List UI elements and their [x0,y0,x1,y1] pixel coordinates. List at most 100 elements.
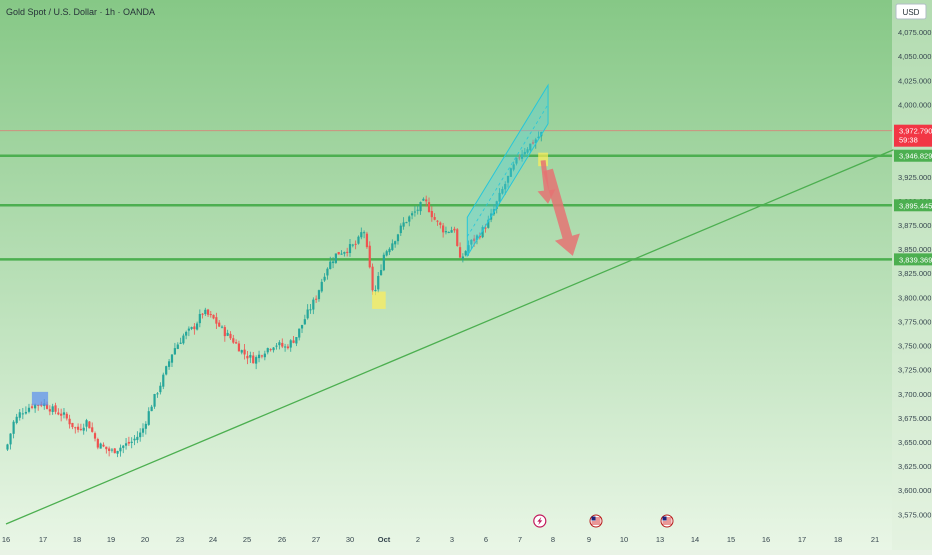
highlight-box[interactable] [538,152,549,167]
candle-body [62,412,66,415]
candle [113,447,116,454]
candle-body [348,244,352,254]
candle-body [368,245,371,268]
candle [21,407,24,420]
currency-button-label[interactable]: USD [903,8,920,17]
candle-body [263,353,266,358]
candle-body [281,342,284,347]
candle-body [116,450,119,454]
candle [68,414,71,429]
candle-body [153,394,156,407]
candle [346,247,349,257]
candle [212,314,215,320]
candle [82,423,85,435]
candle [255,355,258,370]
candle-body [34,404,37,409]
candle-body [232,338,235,343]
time-tick-label: 14 [691,535,699,544]
candle-body [388,248,391,253]
candle-body [501,189,504,194]
price-tick-label: 4,025.000 [898,76,931,85]
candle-body [15,416,18,423]
candle [365,231,369,249]
candle [173,342,176,355]
candle [300,324,304,334]
support-trendline[interactable] [5,149,894,525]
candle-body [442,225,445,233]
candle-body [218,322,221,327]
candle [91,422,94,433]
candle-body [257,354,261,359]
candle-body [18,412,21,418]
currency-button[interactable]: USD [895,3,927,20]
candle-body [399,225,402,234]
candle-body [394,241,397,245]
candle-body [346,251,349,253]
candle [506,175,510,188]
candle [144,421,147,435]
candle-body [88,421,91,429]
candle-body [467,245,470,252]
candle [190,326,193,331]
flag-canton [591,516,596,521]
candle-body [309,309,312,311]
time-tick-label: 17 [798,535,806,544]
time-tick-label: 15 [727,535,735,544]
candle-body [323,276,326,281]
candle-body [130,441,133,443]
candle [509,167,512,177]
candle [141,423,145,437]
candle-body [190,327,193,329]
candle [526,147,529,155]
candle-body [209,314,212,316]
candle [37,404,40,411]
candle-body [165,366,168,375]
candle-body [21,413,24,415]
candle [444,226,448,235]
candle [71,422,74,430]
candle-body [119,447,122,452]
currency-button-box[interactable] [895,3,927,20]
price-axis[interactable]: 3,575.000 3,600.000 3,625.000 3,650.000 3,67… [894,28,932,519]
candle-body [223,327,226,337]
highlight-box[interactable] [372,291,386,309]
candle [153,393,156,409]
candle-body [240,350,243,353]
time-axis[interactable]: 16 17 18 19 20 23 24 25 26 27 30 Oct 2 3 6 7 8 9 10 13 14 15 1… [2,535,879,544]
candle [385,249,388,257]
candle-body [220,326,224,328]
candle-body [79,428,83,430]
candle [470,239,473,249]
candle-body [102,444,105,447]
time-tick-label: 20 [141,535,149,544]
candle-body [51,406,54,412]
candle-body [139,432,142,438]
candle-body [464,251,467,256]
down-arrow[interactable] [543,168,580,256]
bar-countdown: 59:38 [899,136,918,145]
candle-body [108,448,111,451]
price-tick-label: 3,575.000 [898,510,931,519]
candle-body [182,335,185,344]
candle-body [458,247,462,258]
candle-body [71,422,74,428]
candle-body [74,427,77,429]
candle [220,325,224,329]
candle [79,423,83,432]
candle [410,211,414,220]
time-tick-label: 19 [107,535,115,544]
price-tick-label: 3,725.000 [898,366,931,375]
candle [195,321,199,331]
candle [382,252,385,272]
ascending-channel[interactable] [466,83,549,258]
highlight-box[interactable] [31,391,49,406]
candle [119,444,122,457]
candle-body [255,357,258,364]
candle [60,408,63,422]
candle [334,253,337,264]
candle-body [167,361,171,367]
candle-body [45,404,49,409]
candle [235,339,238,344]
